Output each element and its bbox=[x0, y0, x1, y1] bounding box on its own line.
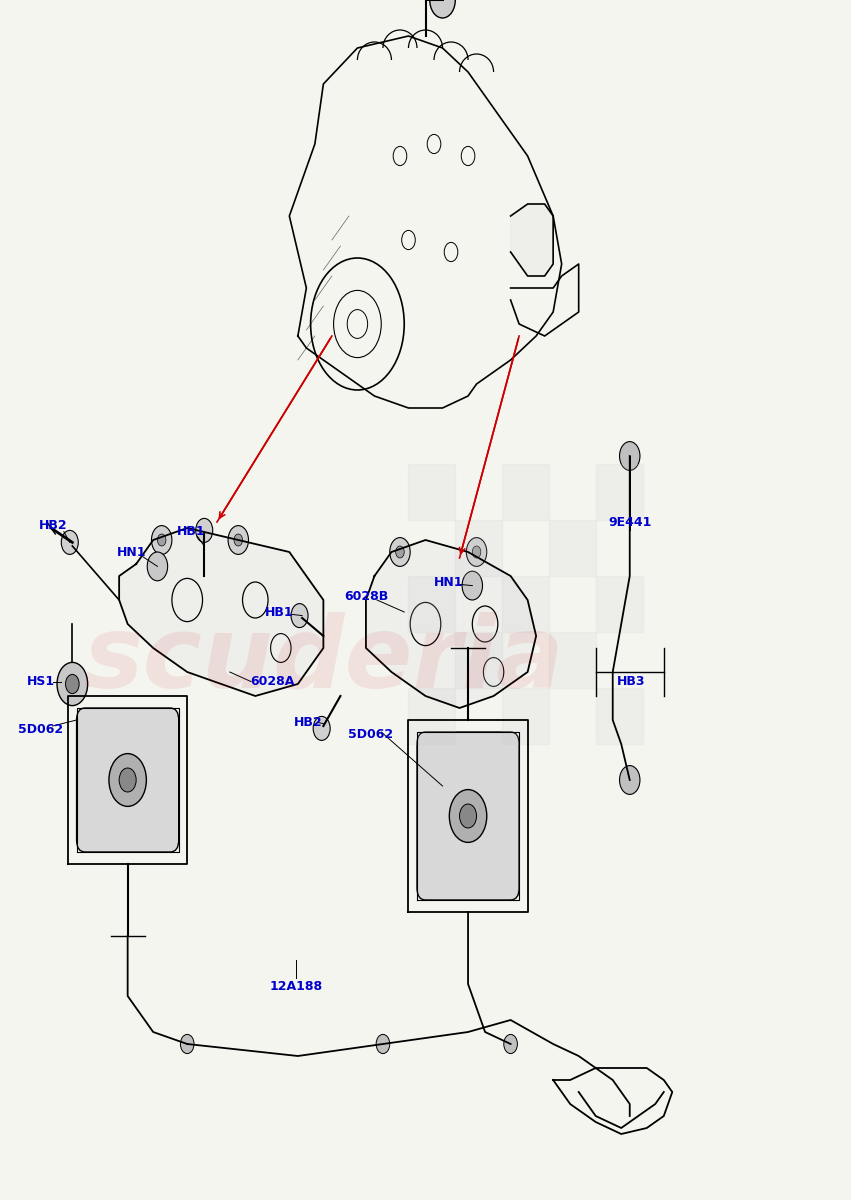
Bar bbox=[549, 520, 596, 576]
Circle shape bbox=[109, 754, 146, 806]
Bar bbox=[502, 463, 549, 520]
FancyBboxPatch shape bbox=[77, 708, 179, 852]
Bar bbox=[502, 576, 549, 631]
Bar bbox=[455, 631, 502, 688]
Circle shape bbox=[462, 571, 483, 600]
Bar bbox=[408, 688, 455, 744]
Circle shape bbox=[147, 552, 168, 581]
Polygon shape bbox=[366, 540, 536, 708]
Bar bbox=[408, 463, 455, 520]
Circle shape bbox=[620, 442, 640, 470]
Polygon shape bbox=[511, 204, 553, 276]
Text: HN1: HN1 bbox=[117, 546, 146, 558]
Circle shape bbox=[620, 766, 640, 794]
Bar bbox=[549, 631, 596, 688]
Circle shape bbox=[313, 716, 330, 740]
Text: HS1: HS1 bbox=[26, 676, 55, 688]
Text: scuderia: scuderia bbox=[83, 612, 563, 708]
Circle shape bbox=[466, 538, 487, 566]
Text: 5D062: 5D062 bbox=[18, 724, 64, 736]
Text: 5D062: 5D062 bbox=[347, 728, 393, 740]
Bar bbox=[596, 576, 643, 631]
Circle shape bbox=[151, 526, 172, 554]
FancyBboxPatch shape bbox=[417, 732, 519, 900]
Text: 6028B: 6028B bbox=[344, 590, 388, 602]
Text: HB1: HB1 bbox=[177, 526, 206, 538]
Circle shape bbox=[234, 534, 243, 546]
Circle shape bbox=[449, 790, 487, 842]
Text: 6028A: 6028A bbox=[250, 676, 294, 688]
Circle shape bbox=[57, 662, 88, 706]
Circle shape bbox=[396, 546, 404, 558]
Circle shape bbox=[430, 0, 455, 18]
Circle shape bbox=[196, 518, 213, 542]
Text: HB1: HB1 bbox=[265, 606, 294, 618]
Circle shape bbox=[291, 604, 308, 628]
Text: HB2: HB2 bbox=[39, 520, 68, 532]
Bar bbox=[596, 688, 643, 744]
Circle shape bbox=[390, 538, 410, 566]
Text: HB3: HB3 bbox=[617, 676, 646, 688]
Circle shape bbox=[228, 526, 248, 554]
Circle shape bbox=[119, 768, 136, 792]
Circle shape bbox=[66, 674, 79, 694]
Bar bbox=[596, 463, 643, 520]
Circle shape bbox=[504, 1034, 517, 1054]
Circle shape bbox=[376, 1034, 390, 1054]
Circle shape bbox=[460, 804, 477, 828]
Polygon shape bbox=[119, 528, 323, 696]
Circle shape bbox=[61, 530, 78, 554]
Text: 12A188: 12A188 bbox=[270, 980, 323, 992]
Circle shape bbox=[472, 546, 481, 558]
Bar bbox=[408, 576, 455, 631]
Circle shape bbox=[157, 534, 166, 546]
Text: HN1: HN1 bbox=[434, 576, 463, 588]
Bar bbox=[502, 688, 549, 744]
Bar bbox=[455, 520, 502, 576]
Text: HB2: HB2 bbox=[294, 716, 323, 728]
Text: 9E441: 9E441 bbox=[608, 516, 651, 528]
Circle shape bbox=[180, 1034, 194, 1054]
